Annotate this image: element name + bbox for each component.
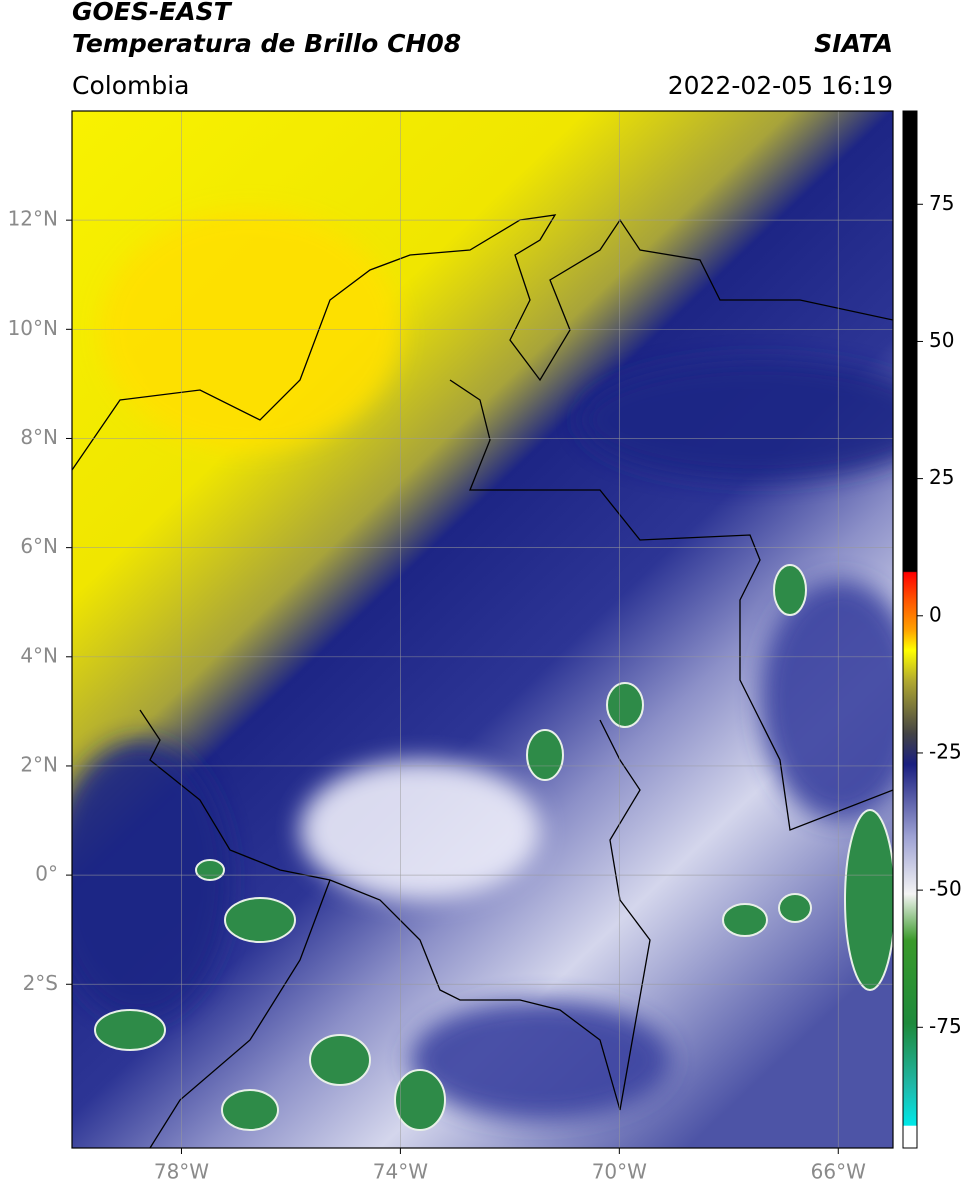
colorbar-tick-label: -25 — [929, 739, 962, 763]
y-tick-label: 6°N — [20, 534, 58, 558]
y-tick-label: 2°S — [23, 971, 58, 995]
title: GOES-EAST — [72, 0, 233, 26]
colorbar-tick-label: 0 — [929, 602, 942, 626]
subtitle: Temperatura de Brillo CH08 — [72, 29, 461, 58]
source: SIATA — [814, 29, 893, 58]
map-frame — [71, 110, 894, 1149]
x-tick-label: 74°W — [373, 1160, 428, 1184]
colorbar-tick-label: 50 — [929, 328, 954, 352]
colorbar-tick-label: 25 — [929, 465, 954, 489]
colorbar — [902, 110, 918, 1149]
y-tick-label: 8°N — [20, 425, 58, 449]
region: Colombia — [72, 71, 189, 100]
x-tick-label: 78°W — [154, 1160, 209, 1184]
x-tick-label: 70°W — [592, 1160, 647, 1184]
colorbar-tick-label: -50 — [929, 877, 962, 901]
x-tick-label: 66°W — [811, 1160, 866, 1184]
y-tick-label: 4°N — [20, 643, 58, 667]
y-tick-label: 0° — [35, 862, 58, 886]
y-tick-label: 12°N — [8, 207, 58, 231]
y-tick-label: 10°N — [8, 316, 58, 340]
datetime: 2022-02-05 16:19 — [668, 71, 893, 100]
colorbar-tick-label: 75 — [929, 191, 954, 215]
satellite-image — [72, 111, 893, 1148]
y-tick-label: 2°N — [20, 752, 58, 776]
colorbar-tick-label: -75 — [929, 1014, 962, 1038]
